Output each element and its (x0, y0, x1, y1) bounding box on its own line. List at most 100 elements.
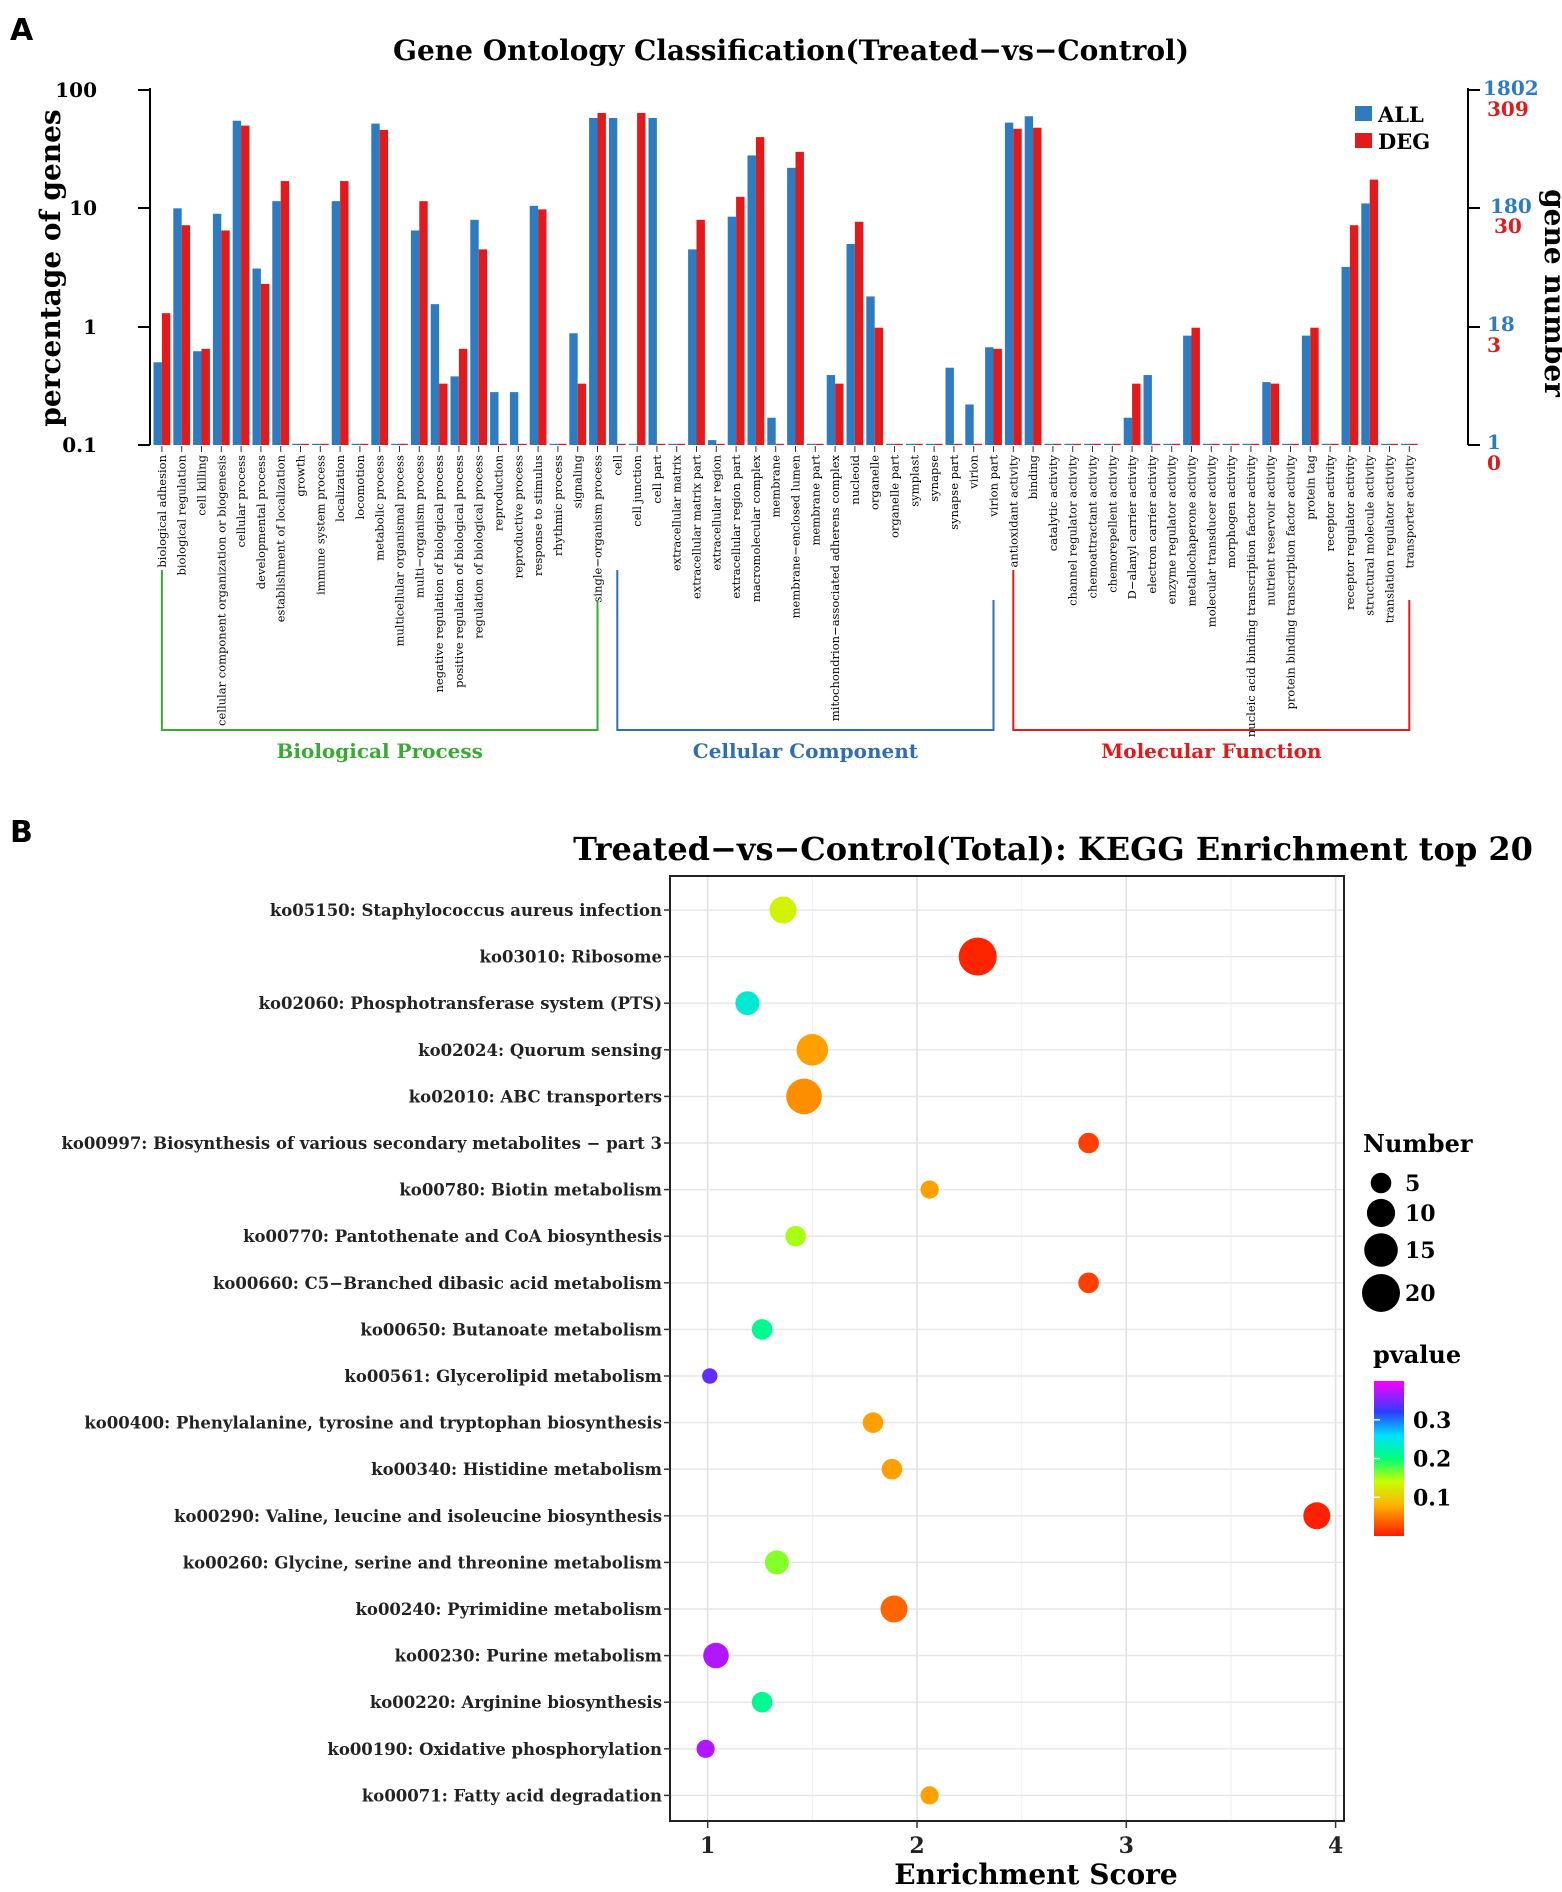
bar-all-regulation-of-biological-process (470, 219, 479, 445)
bar-all-translation-regulator-activity (1381, 443, 1390, 445)
pathway-label: ko00997: Biosynthesis of various seconda… (61, 1134, 662, 1153)
bar-deg-growth (300, 443, 309, 445)
bar-deg-cell (617, 443, 626, 445)
bar-all-binding (1024, 116, 1034, 445)
go-category-label: chemoattractant activity (1086, 455, 1100, 599)
go-category-label: virion (967, 454, 981, 489)
bar-all-morphogen-activity (1222, 443, 1232, 445)
go-category-label: single−organism process (591, 455, 605, 603)
bar-deg-localization (340, 181, 349, 445)
bar-deg-protein-tag (1310, 327, 1319, 445)
right-tick-all-1802: 1802 (1483, 76, 1539, 100)
pathway-label: ko05150: Staphylococcus aureus infection (270, 901, 662, 920)
pathway-label: ko02010: ABC transporters (409, 1087, 662, 1106)
number-legend-label: 15 (1405, 1238, 1436, 1264)
go-category-label: nutrient reservoir activity (1264, 455, 1278, 606)
panel-a-letter: A (10, 13, 34, 48)
pathway-label: ko00230: Purine metabolism (395, 1647, 663, 1666)
bar-all-metallochaperone-activity (1183, 335, 1192, 445)
bar-all-positive-regulation-of-biological-process (450, 376, 459, 445)
bar-all-membrane-enclosed-lumen (787, 167, 796, 445)
go-category-label: nucleoid (848, 454, 862, 504)
bar-deg-organelle-part (894, 443, 903, 445)
bar-deg-binding (1033, 127, 1042, 445)
bar-all-reproductive-process (509, 392, 519, 445)
bar-all-locomotion (351, 443, 360, 445)
bar-deg-morphogen-activity (1231, 443, 1240, 445)
number-legend-label: 20 (1405, 1281, 1436, 1307)
go-category-label: receptor regulator activity (1343, 455, 1357, 610)
go-legend: ALL DEG (1355, 102, 1430, 154)
x-tick-label: 3 (1119, 1833, 1134, 1859)
go-category-label: cell part (650, 455, 664, 504)
go-category-label: organelle (868, 455, 882, 510)
pvalue-legend-label: 0.3 (1413, 1408, 1451, 1434)
bar-deg-channel-regulator-activity (1072, 443, 1082, 445)
bar-all-extracellular-matrix (668, 443, 677, 445)
bar-deg-antioxidant-activity (1013, 128, 1022, 446)
x-tick-label: 2 (909, 1833, 924, 1859)
go-category-label: molecular transducer activity (1204, 454, 1218, 627)
point-ko00660 (1078, 1272, 1099, 1294)
bar-all-membrane (767, 417, 776, 445)
bar-all-immune-system-process (311, 443, 321, 445)
go-category-label: negative regulation of biological proces… (432, 455, 446, 693)
bar-deg-cell-junction (637, 112, 646, 445)
go-category-label: channel regulator activity (1066, 455, 1080, 606)
go-category-label: cell junction (630, 454, 644, 526)
point-ko02060 (735, 991, 760, 1016)
go-left-axis: 100 10 1 0.1 percentage of genes (34, 78, 151, 457)
number-legend-dot (1370, 1172, 1392, 1194)
go-category-label: biological adhesion (155, 454, 169, 567)
bar-deg-transporter-activity (1409, 443, 1418, 445)
pathway-label: ko00220: Arginine biosynthesis (370, 1693, 662, 1712)
bar-deg-membrane-enclosed-lumen (795, 151, 804, 445)
bar-deg-rhythmic-process (557, 443, 567, 445)
bar-deg-molecular-transducer-activity (1211, 443, 1220, 445)
pathway-label: ko00071: Fatty acid degradation (362, 1786, 662, 1805)
go-category-label: catalytic activity (1046, 454, 1060, 551)
point-ko02024 (796, 1034, 829, 1066)
bar-all-single-organism-process (589, 117, 598, 446)
bar-deg-biological-regulation (181, 225, 191, 445)
bar-deg-immune-system-process (320, 443, 329, 445)
pathway-label: ko00400: Phenylalanine, tyrosine and try… (84, 1414, 662, 1433)
bar-deg-locomotion (359, 443, 369, 445)
bar-deg-chemorepellent-activity (1112, 443, 1121, 445)
bar-deg-electron-carrier-activity (1151, 443, 1161, 445)
go-category-label: protein binding transcription factor act… (1284, 454, 1298, 709)
go-category-label: organelle part (888, 455, 902, 538)
bar-all-extracellular-matrix-part (688, 249, 697, 445)
go-group-brackets: Biological Process Cellular Component Mole… (160, 570, 1411, 763)
bar-all-electron-carrier-activity (1143, 375, 1152, 445)
point-ko00561 (702, 1368, 718, 1384)
bar-all-negative-regulation-of-biological-process (430, 304, 440, 445)
kegg-plot-frame (669, 875, 1345, 1822)
bar-deg-membrane (775, 443, 785, 445)
point-ko00400 (862, 1412, 884, 1433)
bar-all-chemorepellent-activity (1103, 443, 1113, 445)
point-ko00190 (696, 1739, 715, 1758)
bar-all-molecular-transducer-activity (1202, 443, 1212, 445)
legend-swatch-all (1355, 106, 1372, 121)
go-category-label: chemorepellent activity (1105, 454, 1119, 592)
bar-deg-receptor-regulator-activity (1349, 225, 1359, 445)
bar-all-metabolic-process (371, 123, 380, 446)
number-legend-dot (1366, 1198, 1396, 1228)
bar-all-reproduction (490, 392, 499, 445)
bar-all-cell-killing (193, 351, 202, 445)
go-category-label: response to stimulus (531, 455, 545, 576)
right-tick-deg-30: 30 (1494, 214, 1522, 238)
pathway-label: ko00660: C5−Branched dibasic acid metabo… (213, 1274, 663, 1293)
bar-deg-chemoattractant-activity (1092, 443, 1101, 445)
right-tick-all-18: 18 (1487, 312, 1515, 336)
go-category-label: membrane part (808, 455, 822, 546)
number-legend: Number 5 10 15 20 (1362, 1129, 1473, 1312)
bar-all-structural-molecule-activity (1361, 203, 1370, 445)
bar-deg-single-organism-process (597, 112, 606, 445)
go-category-label: biological regulation (175, 454, 189, 575)
go-category-label: synapse (927, 455, 941, 502)
kegg-chart-title: Treated−vs−Control(Total): KEGG Enrichme… (573, 830, 1533, 868)
bar-all-symplast (905, 443, 915, 445)
bar-deg-signaling (577, 383, 587, 445)
